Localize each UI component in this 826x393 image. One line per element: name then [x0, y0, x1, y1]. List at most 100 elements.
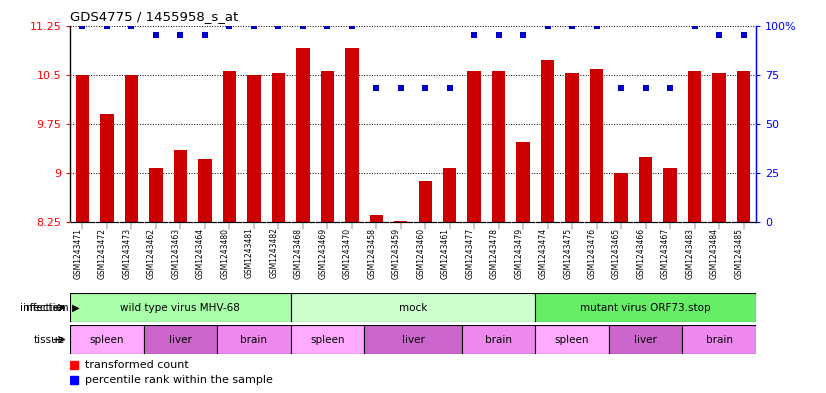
Bar: [345, 48, 358, 222]
Text: GSM1243460: GSM1243460: [416, 228, 425, 279]
Text: GSM1243484: GSM1243484: [710, 228, 719, 279]
Bar: [638, 156, 653, 222]
Point: [566, 22, 579, 29]
Text: liver: liver: [634, 334, 657, 345]
Point: [419, 85, 432, 92]
Text: brain: brain: [485, 334, 512, 345]
Text: GSM1243470: GSM1243470: [343, 228, 352, 279]
Bar: [272, 73, 285, 222]
Bar: [663, 168, 676, 222]
Bar: [125, 75, 138, 222]
Text: spleen: spleen: [310, 334, 344, 345]
Point: [688, 22, 701, 29]
Bar: [737, 72, 750, 222]
Point: [516, 32, 529, 39]
Bar: [70, 325, 144, 354]
Text: GSM1243479: GSM1243479: [514, 228, 523, 279]
Text: GSM1243461: GSM1243461: [441, 228, 449, 279]
Text: ▶: ▶: [69, 303, 80, 312]
Text: GSM1243477: GSM1243477: [465, 228, 474, 279]
Text: GSM1243468: GSM1243468: [294, 228, 303, 279]
Text: mock: mock: [399, 303, 427, 312]
Text: brain: brain: [705, 334, 733, 345]
Text: GSM1243482: GSM1243482: [269, 228, 278, 278]
Point: [590, 22, 603, 29]
Bar: [198, 158, 211, 222]
Text: liver: liver: [169, 334, 192, 345]
Text: GDS4775 / 1455958_s_at: GDS4775 / 1455958_s_at: [70, 10, 239, 23]
Text: percentile rank within the sample: percentile rank within the sample: [85, 375, 273, 385]
Point: [297, 22, 310, 29]
Point: [150, 32, 163, 39]
Text: mutant virus ORF73.stop: mutant virus ORF73.stop: [581, 303, 711, 312]
Point: [615, 85, 628, 92]
Text: GSM1243462: GSM1243462: [147, 228, 156, 279]
Bar: [516, 142, 530, 222]
Text: spleen: spleen: [90, 334, 124, 345]
Text: liver: liver: [401, 334, 425, 345]
Text: GSM1243465: GSM1243465: [612, 228, 621, 279]
Bar: [535, 293, 756, 322]
Bar: [535, 325, 609, 354]
Bar: [615, 173, 628, 222]
Point: [247, 22, 260, 29]
Text: wild type virus MHV-68: wild type virus MHV-68: [121, 303, 240, 312]
Text: GSM1243478: GSM1243478: [490, 228, 499, 279]
Point: [713, 32, 726, 39]
Point: [443, 85, 456, 92]
Bar: [291, 325, 364, 354]
Point: [125, 22, 138, 29]
Bar: [320, 72, 334, 222]
Bar: [296, 48, 310, 222]
Point: [541, 22, 554, 29]
Bar: [247, 75, 260, 222]
Point: [345, 22, 358, 29]
Text: GSM1243459: GSM1243459: [392, 228, 401, 279]
Point: [394, 85, 407, 92]
Bar: [609, 325, 682, 354]
Text: spleen: spleen: [555, 334, 590, 345]
Text: GSM1243480: GSM1243480: [221, 228, 230, 279]
Bar: [462, 325, 535, 354]
Text: GSM1243469: GSM1243469: [318, 228, 327, 279]
Point: [173, 32, 187, 39]
Text: GSM1243475: GSM1243475: [563, 228, 572, 279]
Text: GSM1243485: GSM1243485: [734, 228, 743, 279]
Text: infection: infection: [23, 303, 69, 312]
Text: GSM1243464: GSM1243464: [196, 228, 205, 279]
Bar: [76, 75, 89, 222]
Text: GSM1243458: GSM1243458: [368, 228, 377, 279]
Point: [492, 32, 506, 39]
Point: [320, 22, 334, 29]
Bar: [394, 221, 407, 222]
Text: GSM1243471: GSM1243471: [74, 228, 83, 279]
Text: GSM1243473: GSM1243473: [122, 228, 131, 279]
Bar: [682, 325, 756, 354]
Bar: [144, 325, 217, 354]
Point: [100, 22, 113, 29]
Point: [737, 32, 750, 39]
Bar: [492, 72, 506, 222]
Text: tissue: tissue: [34, 334, 65, 345]
Text: brain: brain: [240, 334, 268, 345]
Point: [76, 22, 89, 29]
Point: [663, 85, 676, 92]
Bar: [590, 70, 603, 222]
Point: [370, 85, 383, 92]
Bar: [70, 293, 291, 322]
Bar: [150, 168, 163, 222]
Bar: [217, 325, 291, 354]
Point: [468, 32, 481, 39]
Bar: [223, 72, 236, 222]
Point: [639, 85, 653, 92]
Bar: [369, 215, 383, 222]
Text: GSM1243463: GSM1243463: [171, 228, 180, 279]
Text: transformed count: transformed count: [85, 360, 189, 370]
Text: GSM1243472: GSM1243472: [98, 228, 107, 279]
Bar: [712, 73, 726, 222]
Bar: [688, 72, 701, 222]
Text: GSM1243466: GSM1243466: [637, 228, 646, 279]
Point: [198, 32, 211, 39]
Text: infection: infection: [20, 303, 65, 312]
Bar: [566, 73, 579, 222]
